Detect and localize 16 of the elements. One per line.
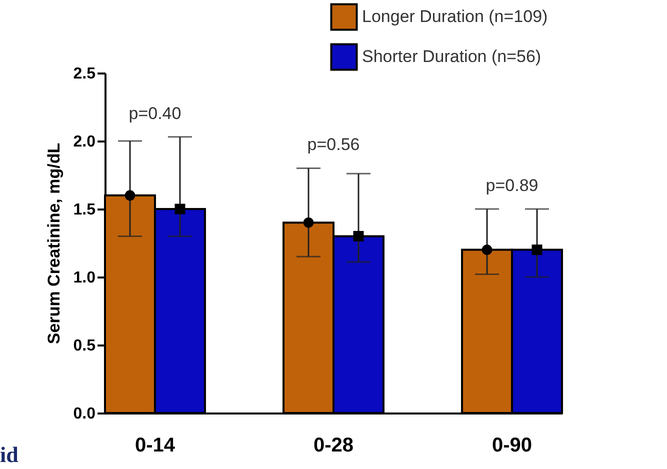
annotation: p=0.89: [486, 176, 538, 195]
y-tick-label: 0.0: [73, 406, 96, 422]
annotation: p=0.56: [307, 135, 360, 154]
y-tick-label: 1.5: [73, 202, 96, 218]
x-tick-label: 0-14: [134, 434, 176, 456]
y-tick-label: 2.0: [73, 134, 96, 150]
y-tick-label: 1.0: [73, 270, 96, 286]
legend-label: Shorter Duration (n=56): [362, 47, 542, 66]
legend-label: Longer Duration (n=109): [362, 7, 548, 26]
text: id: [0, 442, 18, 467]
y-axis-title: Serum Creatinine, mg/dL: [44, 142, 64, 344]
x-tick-label: 0-90: [492, 434, 532, 456]
y-tick-label: 2.5: [73, 66, 96, 82]
y-tick-label: 0.5: [73, 338, 96, 354]
x-tick-label: 0-28: [313, 434, 354, 456]
annotation: p=0.40: [128, 104, 182, 123]
